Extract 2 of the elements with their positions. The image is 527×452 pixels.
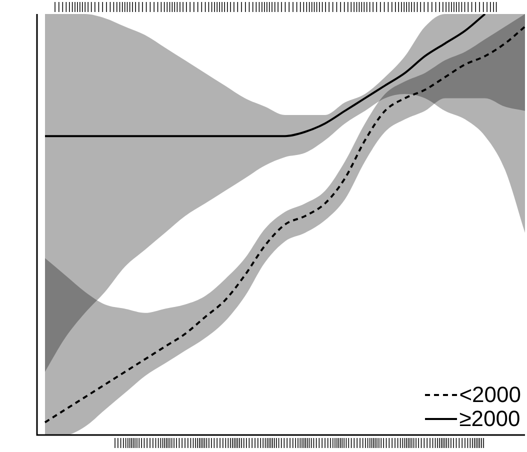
legend-label: ≥2000 — [459, 406, 520, 431]
legend-label: <2000 — [459, 382, 521, 407]
